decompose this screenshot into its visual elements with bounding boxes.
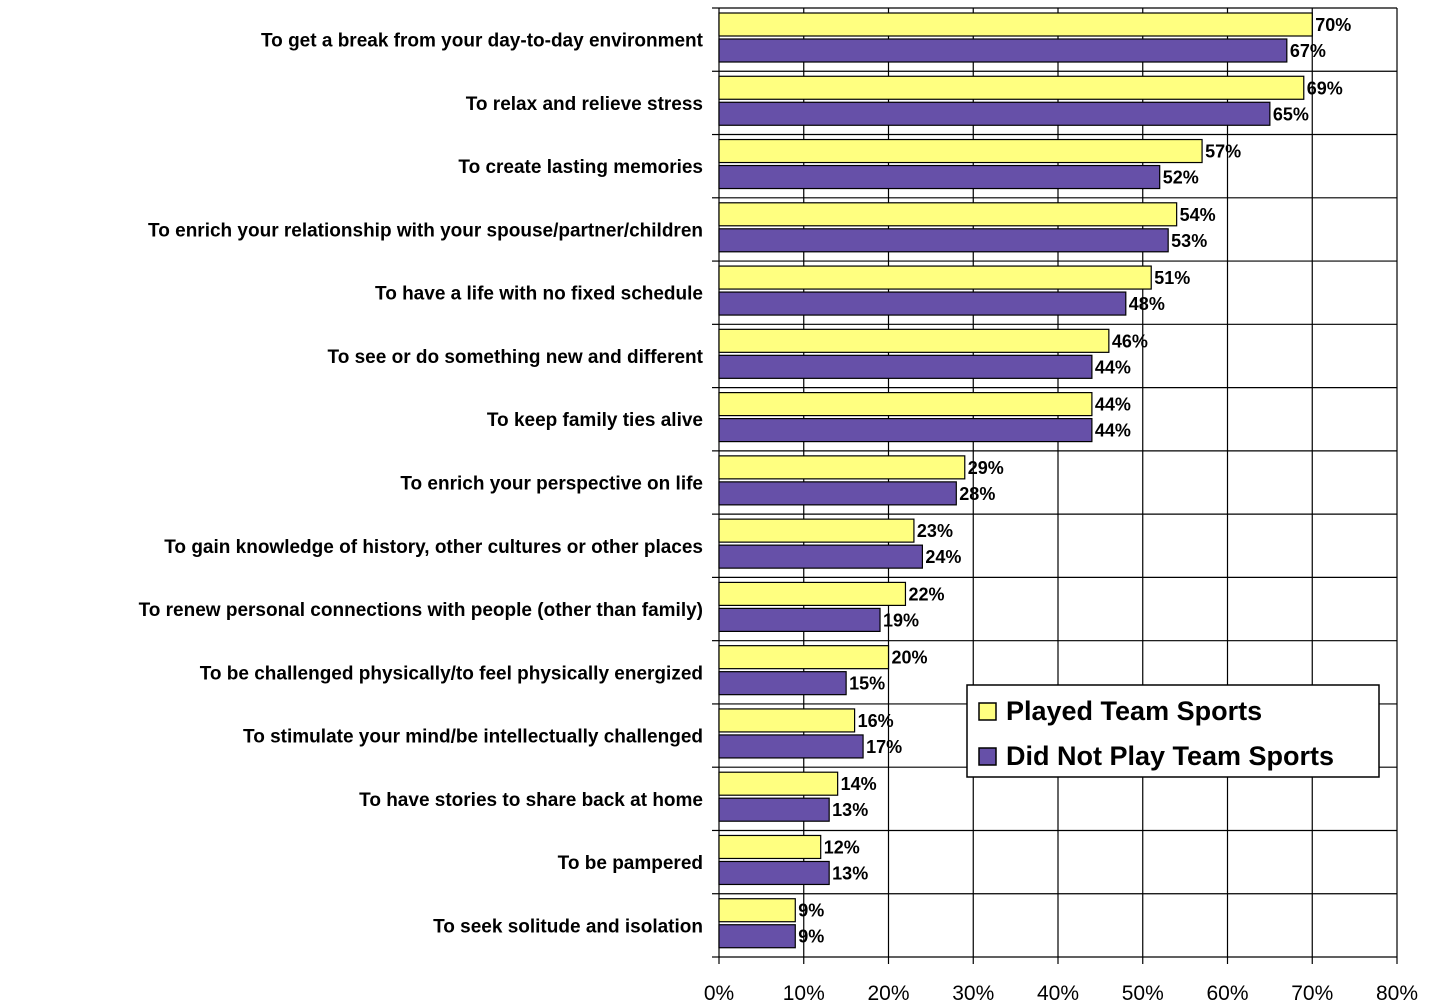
data-label: 54% xyxy=(1180,205,1216,225)
data-label: 28% xyxy=(959,484,995,504)
bar xyxy=(718,392,1093,417)
data-label: 51% xyxy=(1154,268,1190,288)
category-label: To create lasting memories xyxy=(458,157,703,178)
category-label: To enrich your relationship with your sp… xyxy=(148,220,703,241)
bar xyxy=(718,797,830,822)
data-label: 46% xyxy=(1112,331,1148,351)
bar xyxy=(718,544,923,569)
x-axis-ticks: 0% 10% 20% 30% 40% 50% 60% 70% 80% xyxy=(704,982,1418,1005)
category-labels: To get a break from your day-to-day envi… xyxy=(139,31,704,938)
bar xyxy=(718,455,966,480)
x-tick-label: 70% xyxy=(1291,982,1333,1005)
category-label: To gain knowledge of history, other cult… xyxy=(164,537,703,558)
data-label: 67% xyxy=(1290,41,1326,61)
x-tick-label: 30% xyxy=(952,982,994,1005)
data-label: 12% xyxy=(824,837,860,857)
x-tick-label: 40% xyxy=(1037,982,1079,1005)
bar xyxy=(718,418,1093,443)
bars xyxy=(718,12,1313,949)
bar xyxy=(718,164,1161,190)
data-label: 44% xyxy=(1095,357,1131,377)
bar xyxy=(718,138,1203,164)
data-label: 16% xyxy=(858,711,894,731)
bar xyxy=(718,860,830,886)
data-label: 53% xyxy=(1171,231,1207,251)
data-label: 19% xyxy=(883,610,919,630)
category-label: To enrich your perspective on life xyxy=(400,474,703,495)
data-label: 48% xyxy=(1129,294,1165,314)
legend-swatch xyxy=(978,747,997,766)
bar xyxy=(718,38,1288,63)
data-label: 22% xyxy=(908,584,944,604)
legend-box xyxy=(966,684,1380,778)
category-label: To stimulate your mind/be intellectually… xyxy=(243,727,703,748)
bar xyxy=(718,101,1271,126)
bar xyxy=(718,671,847,696)
bar xyxy=(718,734,864,759)
bar xyxy=(718,12,1313,37)
data-label: 15% xyxy=(849,674,885,694)
bar xyxy=(718,518,915,543)
x-tick-label: 0% xyxy=(704,982,734,1005)
x-tick-label: 50% xyxy=(1122,982,1164,1005)
bar xyxy=(718,291,1127,316)
category-label: To seek solitude and isolation xyxy=(433,916,703,937)
legend: Played Team Sports Did Not Play Team Spor… xyxy=(966,684,1380,778)
data-label: 65% xyxy=(1273,104,1309,124)
category-label: To get a break from your day-to-day envi… xyxy=(261,31,704,52)
data-label: 44% xyxy=(1095,421,1131,441)
category-label: To be pampered xyxy=(558,853,703,874)
category-label: To renew personal connections with peopl… xyxy=(139,600,703,621)
data-label: 52% xyxy=(1163,168,1199,188)
bar xyxy=(718,481,957,506)
data-label: 29% xyxy=(968,458,1004,478)
x-tick-label: 20% xyxy=(867,982,909,1005)
data-label: 17% xyxy=(866,737,902,757)
data-label: 57% xyxy=(1205,142,1241,162)
bar xyxy=(718,75,1305,100)
category-label: To be challenged physically/to feel phys… xyxy=(200,663,703,684)
value-labels: 70% 69% 57% 54% 51% 46% 44% 29% 23% 22% 20% 16% 14% 1… xyxy=(798,15,1351,947)
bar xyxy=(718,228,1169,253)
x-tick-label: 80% xyxy=(1376,982,1418,1005)
category-label: To have stories to share back at home xyxy=(359,790,703,811)
bar xyxy=(718,581,907,607)
legend-swatch xyxy=(978,702,997,721)
legend-label: Did Not Play Team Sports xyxy=(1006,741,1334,771)
data-label: 9% xyxy=(798,901,824,921)
bar xyxy=(718,328,1110,353)
data-label: 13% xyxy=(832,863,868,883)
bar xyxy=(718,607,881,633)
x-tick-label: 60% xyxy=(1206,982,1248,1005)
bar xyxy=(718,645,890,670)
data-label: 23% xyxy=(917,521,953,541)
data-label: 69% xyxy=(1307,78,1343,98)
bar xyxy=(718,708,856,733)
category-label: To see or do something new and different xyxy=(328,347,704,368)
legend-label: Played Team Sports xyxy=(1006,696,1262,726)
bar xyxy=(718,265,1152,290)
category-label: To have a life with no fixed schedule xyxy=(375,284,703,305)
category-label: To keep family ties alive xyxy=(487,410,703,431)
bar xyxy=(718,354,1093,379)
data-label: 14% xyxy=(841,774,877,794)
bar xyxy=(718,834,822,860)
bar xyxy=(718,202,1178,227)
bar xyxy=(718,898,796,923)
category-label: To relax and relieve stress xyxy=(466,94,703,115)
bar xyxy=(718,771,839,796)
data-label: 70% xyxy=(1315,15,1351,35)
data-label: 13% xyxy=(832,800,868,820)
data-label: 44% xyxy=(1095,395,1131,415)
x-tick-label: 10% xyxy=(783,982,825,1005)
data-label: 24% xyxy=(925,547,961,567)
data-label: 20% xyxy=(892,648,928,668)
data-label: 9% xyxy=(798,927,824,947)
bar xyxy=(718,924,796,949)
